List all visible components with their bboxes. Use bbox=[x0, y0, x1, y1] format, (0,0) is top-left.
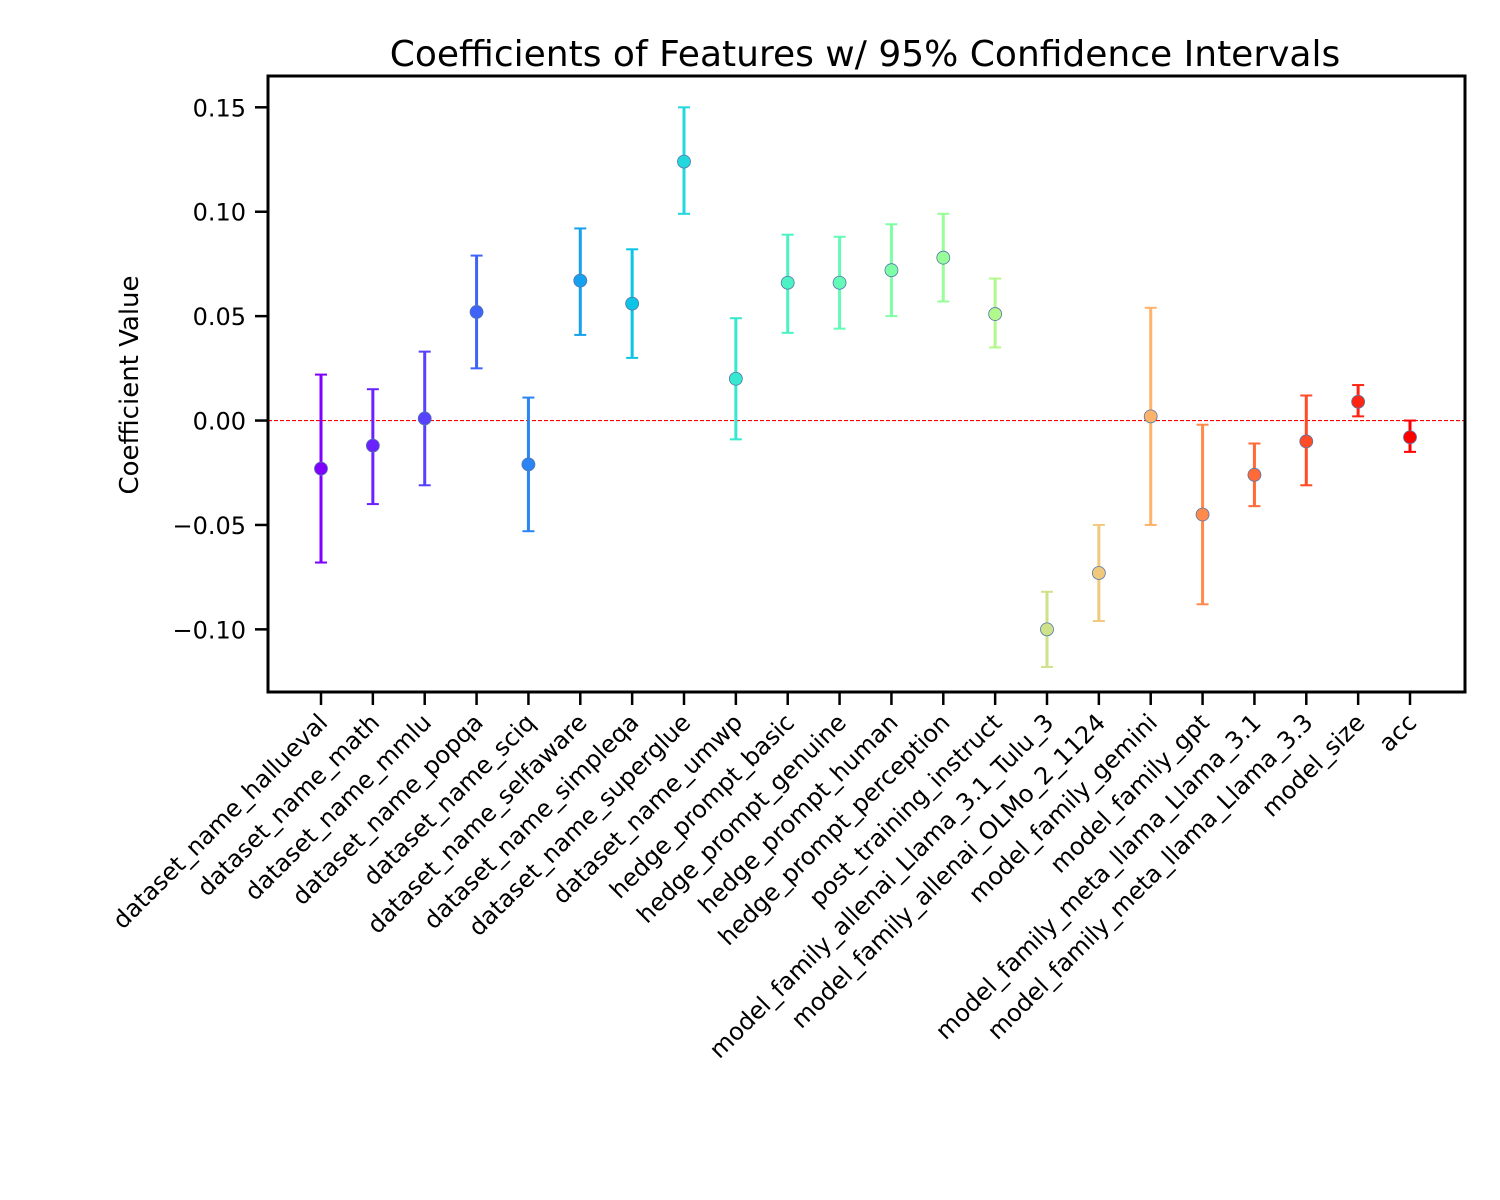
y-tick-label: 0.00 bbox=[193, 408, 246, 436]
coefficient-point bbox=[521, 457, 536, 472]
coefficient-point bbox=[936, 250, 951, 265]
x-axis-ticks: dataset_name_halluevaldataset_name_mathd… bbox=[107, 692, 1422, 1064]
y-tick-label: −0.10 bbox=[172, 616, 246, 644]
coefficient-point bbox=[1091, 566, 1106, 580]
coefficient-point bbox=[1040, 622, 1054, 637]
coefficient-point bbox=[1247, 467, 1262, 482]
coefficient-point bbox=[573, 273, 588, 288]
data-marks bbox=[314, 106, 1417, 668]
chart-title: Coefficients of Features w/ 95% Confiden… bbox=[390, 34, 1341, 75]
plot-frame bbox=[266, 74, 1467, 694]
coefficient-point bbox=[1195, 507, 1210, 522]
coefficient-point bbox=[1299, 434, 1314, 449]
coefficient-point bbox=[1143, 409, 1158, 424]
coefficient-point bbox=[1403, 430, 1417, 445]
coefficient-point bbox=[625, 296, 640, 311]
coefficient-point bbox=[417, 411, 432, 426]
y-tick-label: 0.05 bbox=[193, 303, 246, 331]
y-axis-title: Coefficient Value bbox=[115, 275, 145, 494]
coefficient-point bbox=[469, 305, 484, 319]
coefficient-point bbox=[728, 371, 743, 386]
coefficient-point bbox=[832, 275, 847, 290]
y-tick-label: −0.05 bbox=[172, 512, 246, 540]
coefficient-point bbox=[884, 263, 899, 278]
coefficient-point bbox=[988, 307, 1003, 321]
coefficient-point bbox=[677, 154, 691, 169]
x-tick-label: acc bbox=[1373, 708, 1422, 757]
y-tick-label: 0.15 bbox=[193, 94, 246, 122]
coefficient-point bbox=[1351, 394, 1366, 409]
coefficient-point bbox=[780, 275, 795, 290]
y-axis-ticks: 0.15 0.10 0.05 0.00 −0.05 −0.10 bbox=[172, 94, 268, 644]
coefficient-point bbox=[314, 461, 328, 476]
y-tick-label: 0.10 bbox=[193, 199, 246, 227]
coefficient-point bbox=[365, 438, 380, 453]
